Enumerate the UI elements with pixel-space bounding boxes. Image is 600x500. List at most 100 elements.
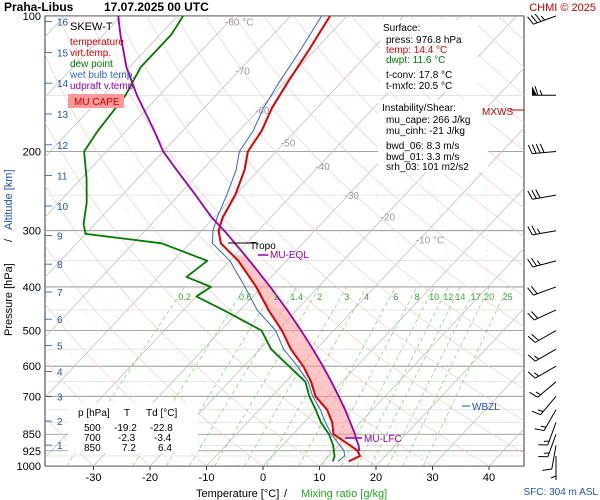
wind-barb xyxy=(527,225,557,236)
dry-adiabat xyxy=(293,16,524,238)
x-tick-label: 0 xyxy=(260,472,266,484)
moist-adiabat xyxy=(55,151,286,466)
altitude-tick-label: 6 xyxy=(57,315,63,326)
mixing-ratio-label: 17 xyxy=(471,292,481,302)
isotherm-labels: -80 °C -70 -60 -50 -40 -30 -20 -10 °C xyxy=(225,18,444,247)
wind-barb-half-feather xyxy=(535,391,541,396)
surface-dwpt: dwpt: 11.6 °C xyxy=(386,55,445,66)
isotherm-label: -10 °C xyxy=(416,235,444,246)
dry-adiabat xyxy=(88,16,524,454)
surface-title: Surface: xyxy=(383,23,420,34)
mixing-ratio-label: 12 xyxy=(443,292,453,302)
moist-adiabat xyxy=(45,221,241,466)
isotherm-line xyxy=(45,16,235,218)
moist-adiabat xyxy=(45,180,264,466)
dry-adiabat xyxy=(263,16,524,267)
surface-tconv: t-conv: 17.8 °C xyxy=(386,70,452,81)
isotherm-line xyxy=(149,67,524,466)
y-axis-separator: / xyxy=(3,238,15,242)
wind-barbs xyxy=(527,13,557,480)
wind-barb-feather xyxy=(531,257,538,267)
wind-barb xyxy=(542,445,557,471)
wind-barb-half-feather xyxy=(536,260,541,266)
moist-adiabat xyxy=(419,151,451,466)
wind-barb-staff xyxy=(532,230,557,236)
dry-adiabat xyxy=(45,416,94,466)
pressure-tick-label: 925 xyxy=(23,446,41,458)
altitude-tick-label: 16 xyxy=(57,18,69,29)
isotherm-line xyxy=(45,16,122,98)
wind-barb-half-feather xyxy=(536,228,541,234)
altitude-tick-label: 3 xyxy=(57,393,63,404)
isotherm-line xyxy=(432,368,524,466)
dry-adiabat xyxy=(45,53,433,466)
wind-barb-staff xyxy=(547,422,557,446)
wind-barb xyxy=(527,143,557,155)
table-header-p: p [hPa] xyxy=(78,408,110,419)
isotherm-label: -50 xyxy=(281,139,296,150)
wind-barb-feather xyxy=(534,13,542,22)
altitude-tick-label: 14 xyxy=(57,79,69,90)
wind-barb xyxy=(531,86,557,96)
updraft-curve xyxy=(117,16,361,451)
altitude-tick-label: 4 xyxy=(57,367,63,378)
wind-barb xyxy=(527,365,557,379)
tropo-label: Tropo xyxy=(250,241,276,252)
wind-barb-feather xyxy=(527,287,534,296)
x-tick-label: -20 xyxy=(142,472,158,484)
wind-barb-feather xyxy=(531,225,537,235)
x-tick-label: 10 xyxy=(313,472,325,484)
x-axis-separator: / xyxy=(284,488,288,500)
sfc-label: SFC: 304 m ASL xyxy=(524,487,599,498)
altitude-tick-label: 7 xyxy=(57,288,63,299)
mixing-ratio-labels: 0.2 0.6 1 1.4 2 3 4 6 8 10 12 14 17 20 25 xyxy=(178,292,512,302)
wind-barb xyxy=(527,330,557,343)
temperature-curve xyxy=(217,16,361,463)
instability-mu-cinh: mu_cinh: -21 J/kg xyxy=(386,126,465,137)
table-row-t: 7.2 xyxy=(122,443,136,454)
level-annotations: Tropo MU-EQL MU-LFC WBZL MXWS SFC: 304 m… xyxy=(228,107,598,498)
wind-barb-feather xyxy=(534,86,539,96)
pressure-tick-label: 300 xyxy=(23,226,41,238)
x-tick-label: -30 xyxy=(86,472,102,484)
wind-barb xyxy=(527,13,557,25)
wind-barb-feather xyxy=(527,190,533,200)
x-axis-ticks: -30 -20 -10 0 10 20 30 40 xyxy=(86,466,495,484)
instability-srh03: srh_03: 101 m2/s2 xyxy=(386,162,469,173)
dry-adiabat xyxy=(205,16,524,327)
x-tick-label: 20 xyxy=(370,472,382,484)
mixing-ratio-line xyxy=(341,286,435,466)
wind-barb xyxy=(527,257,557,268)
instability-bwd06: bwd_06: 8.3 m/s xyxy=(386,141,459,152)
mixing-ratio-label: 4 xyxy=(364,292,369,302)
wind-barb-feather xyxy=(527,354,536,362)
mixing-ratio-label: 14 xyxy=(455,292,465,302)
pressure-tick-label: 700 xyxy=(23,391,41,403)
wind-barb-feather xyxy=(527,144,533,154)
station-name: Praha-Libus xyxy=(4,0,74,14)
wind-barb xyxy=(527,348,557,362)
wind-barb-half-feather xyxy=(540,15,546,21)
wind-barb xyxy=(534,409,557,432)
pressure-tick-label: 850 xyxy=(23,429,41,441)
table-row-td: -22.8 xyxy=(150,423,173,434)
y-axis-titles: Pressure [hPa] / Altitude [km] xyxy=(3,169,15,336)
wind-barb-feather xyxy=(527,371,536,379)
wind-barb-staff xyxy=(540,395,557,416)
instability-info-bg xyxy=(378,100,488,172)
altitude-tick-label: 9 xyxy=(57,231,63,242)
mxws-label: MXWS xyxy=(482,107,513,118)
wind-barb-feather xyxy=(530,15,538,24)
wind-barb-staff xyxy=(534,348,557,362)
legend-cape-label: MU CAPE xyxy=(74,97,120,108)
wind-barb xyxy=(527,285,557,296)
surface-press: press: 976.8 hPa xyxy=(386,35,462,46)
x-axis-title: Temperature [°C] xyxy=(196,488,279,500)
mixing-ratio-label: 0.6 xyxy=(239,292,252,302)
mixing-ratio-line xyxy=(356,286,449,466)
mixing-ratio-label: 6 xyxy=(393,292,398,302)
wind-barb xyxy=(527,189,557,200)
pressure-tick-label: 1000 xyxy=(17,461,41,473)
y-axis-title: Pressure [hPa] xyxy=(3,263,15,336)
moist-adiabat xyxy=(466,151,489,466)
